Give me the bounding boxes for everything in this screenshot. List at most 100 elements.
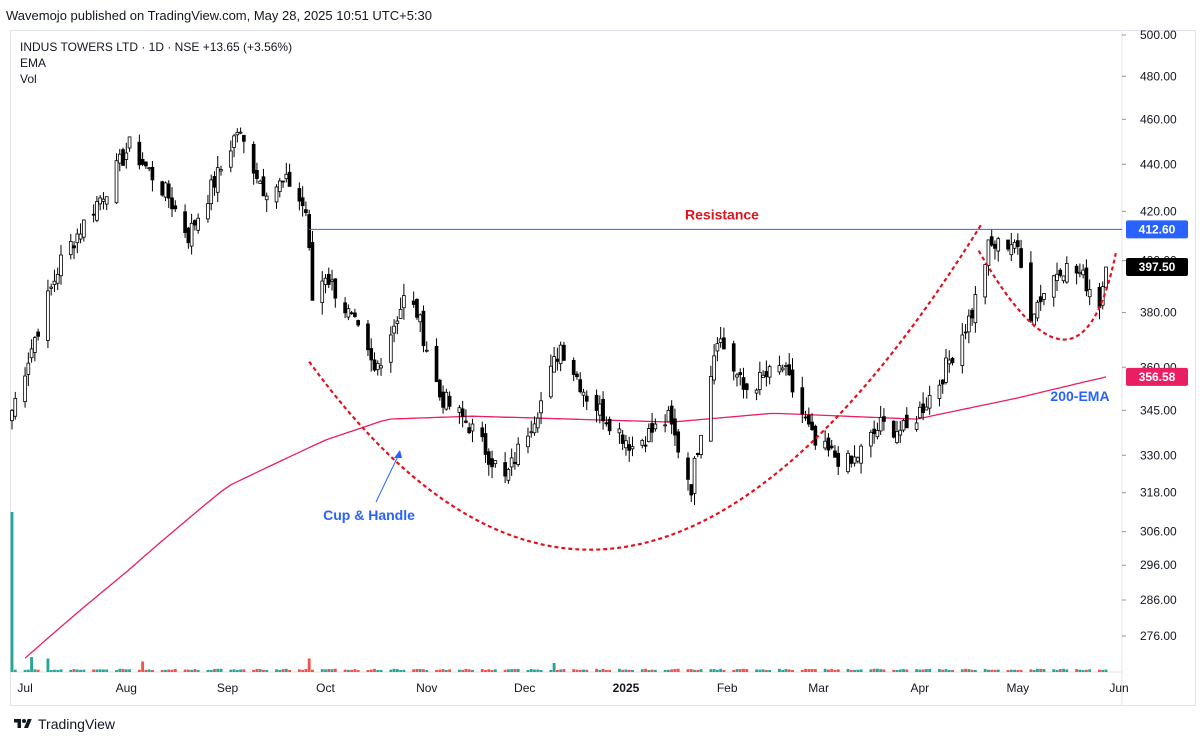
volume-bar	[1036, 669, 1039, 672]
indicator-vol[interactable]: Vol	[20, 71, 292, 87]
candle-body	[344, 303, 347, 313]
volume-bar	[347, 670, 350, 672]
candle	[827, 433, 830, 456]
volume-bar	[373, 669, 376, 672]
candle-body	[370, 348, 373, 359]
volume-bar	[402, 670, 405, 672]
volume-bar	[141, 662, 144, 673]
volume-bar	[288, 670, 291, 672]
symbol-line[interactable]: INDUS TOWERS LTD · 1D · NSE +13.65 (+3.5…	[20, 39, 292, 55]
candle	[265, 193, 268, 212]
candle-body	[987, 240, 990, 266]
volume-bar	[1078, 670, 1081, 672]
candle-body	[938, 385, 941, 398]
tradingview-logo-icon	[12, 717, 34, 731]
volume-bar	[540, 670, 543, 672]
volume-bar	[458, 670, 461, 672]
candle-body	[99, 198, 102, 204]
volume-bar	[210, 670, 213, 672]
candle-body	[536, 418, 539, 428]
candle-body	[651, 423, 654, 432]
volume-bar	[631, 670, 634, 672]
volume-bar	[687, 669, 690, 672]
volume-bar	[961, 669, 964, 672]
candle-body	[739, 373, 742, 375]
candle	[197, 213, 200, 233]
candle	[487, 448, 490, 475]
candle	[275, 184, 278, 209]
volume-bar	[275, 669, 278, 672]
candle	[974, 286, 977, 333]
volume-bar	[716, 670, 719, 672]
tradingview-brand: TradingView	[38, 716, 115, 732]
candle	[647, 423, 650, 442]
volume-bar	[464, 669, 467, 672]
time-tick-label: Nov	[416, 681, 437, 695]
candle-body	[311, 242, 314, 300]
candle-body	[412, 301, 415, 304]
cup-handle-arrowhead	[394, 450, 402, 458]
candle-body	[376, 363, 379, 369]
candle-body	[53, 281, 56, 284]
candle-body	[768, 367, 771, 378]
candle	[739, 368, 742, 385]
volume-bar	[50, 670, 53, 672]
volume-bar	[389, 670, 392, 672]
volume-bar	[262, 670, 265, 672]
candle	[847, 450, 850, 474]
candle	[948, 350, 951, 373]
volume-bar	[713, 669, 716, 672]
volume-bar	[693, 670, 696, 672]
candle	[1013, 239, 1016, 253]
volume-bar	[138, 670, 141, 672]
volume-bar	[677, 669, 680, 672]
volume-bar	[265, 670, 268, 672]
volume-bar	[76, 670, 79, 672]
volume-bar	[945, 669, 948, 672]
volume-bar	[938, 669, 941, 672]
candlestick-series	[11, 128, 1108, 506]
candle-body	[595, 395, 598, 410]
resistance-label: Resistance	[685, 206, 759, 222]
candle	[745, 383, 748, 399]
candle-body	[301, 198, 304, 206]
price-tick-label: 480.00	[1140, 69, 1177, 83]
candle-body	[602, 399, 605, 420]
candle	[582, 389, 585, 407]
candle	[102, 192, 105, 209]
candle	[161, 181, 164, 197]
candle	[216, 156, 219, 202]
candle-body	[788, 365, 791, 375]
candle-body	[380, 366, 383, 368]
candle-body	[288, 172, 291, 186]
candle-body	[562, 345, 565, 360]
candle	[334, 278, 337, 307]
candle-body	[918, 407, 921, 417]
volume-bar	[468, 669, 471, 672]
candle-body	[631, 447, 634, 449]
candle	[308, 210, 311, 251]
candle-body	[605, 423, 608, 424]
price-tick-label: 440.00	[1140, 157, 1177, 171]
candle-body	[60, 255, 63, 276]
candle-body	[275, 187, 278, 202]
candle	[540, 392, 543, 424]
candle-body	[353, 313, 356, 317]
candle	[892, 420, 895, 438]
candle-body	[233, 136, 236, 148]
candle-body	[122, 150, 125, 166]
indicator-ema[interactable]: EMA	[20, 55, 292, 71]
candle-body	[641, 440, 644, 445]
candle-body	[719, 339, 722, 343]
volume-bar	[530, 669, 533, 672]
candle-body	[285, 174, 288, 178]
volume-bar	[416, 669, 419, 672]
footer-brand[interactable]: TradingView	[12, 714, 115, 734]
candle	[33, 336, 36, 361]
candle-body	[948, 360, 951, 364]
volume-bar	[788, 669, 791, 672]
volume-bar	[902, 669, 905, 672]
candle	[834, 445, 837, 457]
candle	[144, 162, 147, 169]
